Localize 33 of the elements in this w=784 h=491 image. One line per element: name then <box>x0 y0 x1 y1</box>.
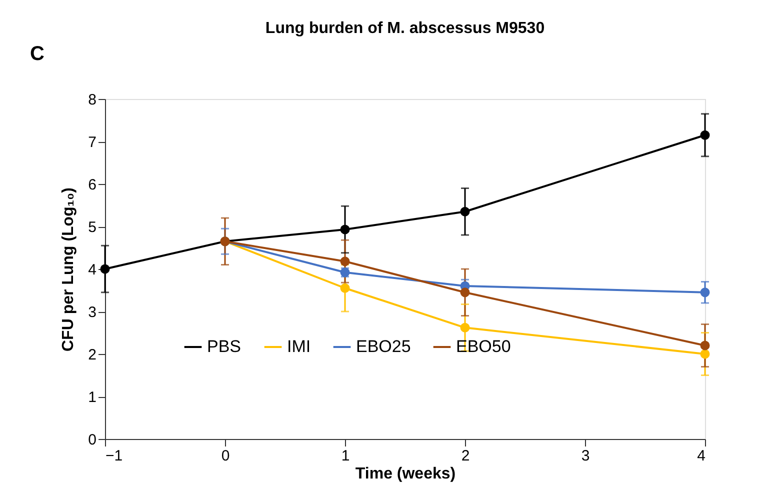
point <box>340 224 350 234</box>
y-tick-label: 3 <box>88 304 96 321</box>
legend-label: EBO25 <box>356 337 411 356</box>
point <box>700 349 710 359</box>
x-tick-label: −1 <box>106 448 123 464</box>
x-axis-title: Time (weeks) <box>355 466 456 482</box>
y-tick-label: 1 <box>88 389 96 406</box>
point <box>460 206 470 216</box>
text: C <box>30 43 44 65</box>
point <box>700 288 710 298</box>
point <box>700 340 710 350</box>
y-tick-label: 0 <box>88 432 96 448</box>
point <box>700 130 710 140</box>
legend-label: PBS <box>207 337 242 356</box>
y-tick-label: 6 <box>88 176 96 194</box>
point <box>100 264 110 274</box>
y-tick-label: 8 <box>88 92 96 108</box>
y-axis-title: CFU per Lung (Log₁₀) <box>60 187 78 352</box>
x-tick-label: 2 <box>461 448 470 464</box>
legend-label: IMI <box>287 337 311 356</box>
y-tick-label: 2 <box>88 346 96 364</box>
point <box>340 283 350 293</box>
x-tick-label: 1 <box>341 448 350 464</box>
y-tick-label: 5 <box>88 219 96 236</box>
point <box>340 256 350 266</box>
point <box>460 322 470 332</box>
y-tick-label: 7 <box>88 134 96 151</box>
x-tick-label: 3 <box>581 448 590 464</box>
x-tick-label: 0 <box>221 448 230 464</box>
point <box>460 288 470 298</box>
y-tick-label: 4 <box>88 262 96 278</box>
x-tick-label: 4 <box>697 448 706 464</box>
chart-title: Lung burden of M. abscessus M9530 <box>265 20 545 37</box>
